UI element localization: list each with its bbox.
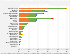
Bar — [20, 39, 21, 40]
Bar — [26, 16, 35, 17]
Bar — [43, 13, 44, 14]
Bar — [31, 21, 35, 22]
Bar — [21, 34, 22, 35]
Bar — [19, 23, 24, 24]
Bar — [19, 31, 21, 32]
Bar — [66, 8, 67, 9]
Bar — [20, 32, 21, 34]
Bar — [19, 13, 38, 14]
Bar — [51, 18, 52, 19]
Bar — [38, 13, 43, 14]
Bar — [19, 41, 20, 42]
Bar — [29, 14, 36, 16]
Bar — [19, 19, 29, 21]
Bar — [36, 14, 37, 16]
Bar — [36, 11, 46, 12]
Bar — [22, 34, 23, 35]
Bar — [23, 24, 27, 25]
Bar — [53, 18, 54, 19]
Bar — [46, 11, 47, 12]
Bar — [47, 11, 48, 12]
Bar — [24, 23, 28, 24]
Bar — [48, 8, 65, 9]
Bar — [19, 10, 31, 11]
Bar — [19, 42, 20, 43]
Bar — [19, 36, 20, 37]
Bar — [20, 36, 21, 37]
Bar — [27, 18, 51, 19]
Bar — [22, 27, 24, 29]
Bar — [19, 14, 29, 16]
Bar — [19, 18, 27, 19]
Bar — [19, 29, 21, 30]
Bar — [19, 21, 31, 22]
Bar — [19, 16, 26, 17]
Bar — [36, 19, 37, 21]
Bar — [19, 8, 48, 9]
Bar — [22, 26, 25, 27]
Bar — [19, 37, 21, 39]
Bar — [19, 24, 23, 25]
Text: Porcentaje de la superficie provincial cubierta por áreas protegidas: Porcentaje de la superficie provincial c… — [2, 0, 68, 7]
Bar — [19, 34, 21, 35]
Bar — [19, 26, 22, 27]
Bar — [19, 44, 20, 45]
Bar — [19, 32, 20, 34]
Bar — [20, 41, 21, 42]
Bar — [19, 39, 20, 40]
Bar — [52, 18, 53, 19]
Bar — [35, 21, 36, 22]
Bar — [31, 10, 44, 11]
Text: Fuente: Sistema de Información de Biodiversidad (SIB). Administración de Parques: Fuente: Sistema de Información de Biodiv… — [1, 52, 70, 54]
Bar — [21, 29, 23, 30]
Bar — [19, 27, 22, 29]
Bar — [29, 19, 36, 21]
Bar — [44, 10, 45, 11]
Bar — [21, 31, 23, 32]
Bar — [35, 16, 36, 17]
Bar — [65, 8, 66, 9]
Bar — [19, 11, 36, 12]
Bar — [21, 37, 22, 39]
